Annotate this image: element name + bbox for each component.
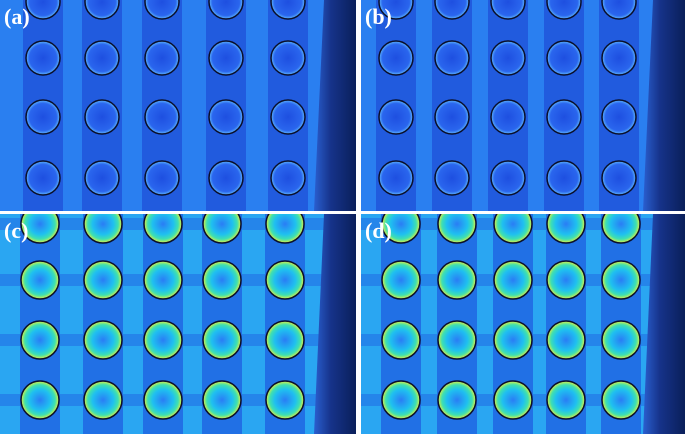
hole (84, 99, 120, 135)
panel: (d) (361, 214, 685, 434)
hole (546, 160, 582, 196)
panel-label: (d) (365, 218, 392, 243)
side-wall (643, 214, 685, 434)
hole (20, 260, 60, 300)
hole (546, 380, 586, 420)
hole (202, 214, 242, 244)
hole (144, 99, 180, 135)
hole (437, 320, 477, 360)
hole (202, 260, 242, 300)
hole (144, 0, 180, 20)
panel-label: (a) (4, 4, 30, 29)
hole (265, 260, 305, 300)
side-wall (314, 214, 356, 434)
hole (381, 380, 421, 420)
hole (20, 214, 60, 244)
hole (546, 320, 586, 360)
hole (381, 214, 421, 244)
hole (143, 380, 183, 420)
hole (25, 99, 61, 135)
hole (601, 160, 637, 196)
side-wall (643, 0, 685, 211)
hole (381, 320, 421, 360)
hole (493, 380, 533, 420)
hole (143, 214, 183, 244)
hole (601, 320, 641, 360)
hole (490, 99, 526, 135)
panel: (b) (361, 0, 685, 211)
hole (20, 320, 60, 360)
hole (434, 40, 470, 76)
hole (378, 99, 414, 135)
hole (270, 160, 306, 196)
hole (493, 214, 533, 244)
hole (601, 260, 641, 300)
hole (270, 40, 306, 76)
hole (601, 99, 637, 135)
hole (25, 40, 61, 76)
hole (84, 40, 120, 76)
hole (546, 214, 586, 244)
hole (20, 380, 60, 420)
hole (601, 380, 641, 420)
hole (434, 0, 470, 20)
side-wall (314, 0, 356, 211)
hole (546, 0, 582, 20)
hole (601, 214, 641, 244)
hole (144, 160, 180, 196)
hole (546, 99, 582, 135)
hole (84, 160, 120, 196)
hole (437, 380, 477, 420)
hole (143, 260, 183, 300)
hole (83, 320, 123, 360)
hole (378, 160, 414, 196)
hole (25, 0, 61, 20)
panel: (a) (0, 0, 356, 211)
hole (83, 380, 123, 420)
hole (143, 320, 183, 360)
hole (208, 99, 244, 135)
hole (493, 320, 533, 360)
hole (437, 214, 477, 244)
hole (378, 0, 414, 20)
hole (208, 0, 244, 20)
hole (434, 99, 470, 135)
hole (601, 40, 637, 76)
hole (437, 260, 477, 300)
hole (202, 320, 242, 360)
hole (434, 160, 470, 196)
hole (378, 40, 414, 76)
hole (270, 0, 306, 20)
hole (265, 380, 305, 420)
hole (208, 160, 244, 196)
hole (270, 99, 306, 135)
hole (490, 160, 526, 196)
panel-label: (b) (365, 4, 392, 29)
hole (83, 214, 123, 244)
hole (546, 260, 586, 300)
hole (493, 260, 533, 300)
hole (144, 40, 180, 76)
hole (84, 0, 120, 20)
hole (25, 160, 61, 196)
hole (381, 260, 421, 300)
hole (546, 40, 582, 76)
hole (202, 380, 242, 420)
panel-label: (c) (4, 218, 28, 243)
hole (490, 40, 526, 76)
hole (208, 40, 244, 76)
hole (490, 0, 526, 20)
hole (601, 0, 637, 20)
panel: (c) (0, 214, 356, 434)
hole (265, 214, 305, 244)
hole (265, 320, 305, 360)
hole (83, 260, 123, 300)
